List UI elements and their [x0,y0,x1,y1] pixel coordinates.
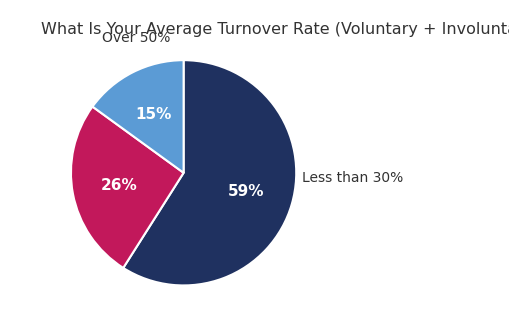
Text: 30% - 50%: 30% - 50% [0,319,1,320]
Text: Over 50%: Over 50% [102,31,171,44]
Text: Less than 30%: Less than 30% [301,172,402,185]
Wedge shape [71,107,183,268]
Text: 59%: 59% [228,184,264,198]
Text: 26%: 26% [101,178,137,193]
Wedge shape [123,60,296,285]
Wedge shape [92,60,183,173]
Text: 15%: 15% [135,107,172,122]
Text: What Is Your Average Turnover Rate (Voluntary + Involuntary)?: What Is Your Average Turnover Rate (Volu… [41,22,509,37]
